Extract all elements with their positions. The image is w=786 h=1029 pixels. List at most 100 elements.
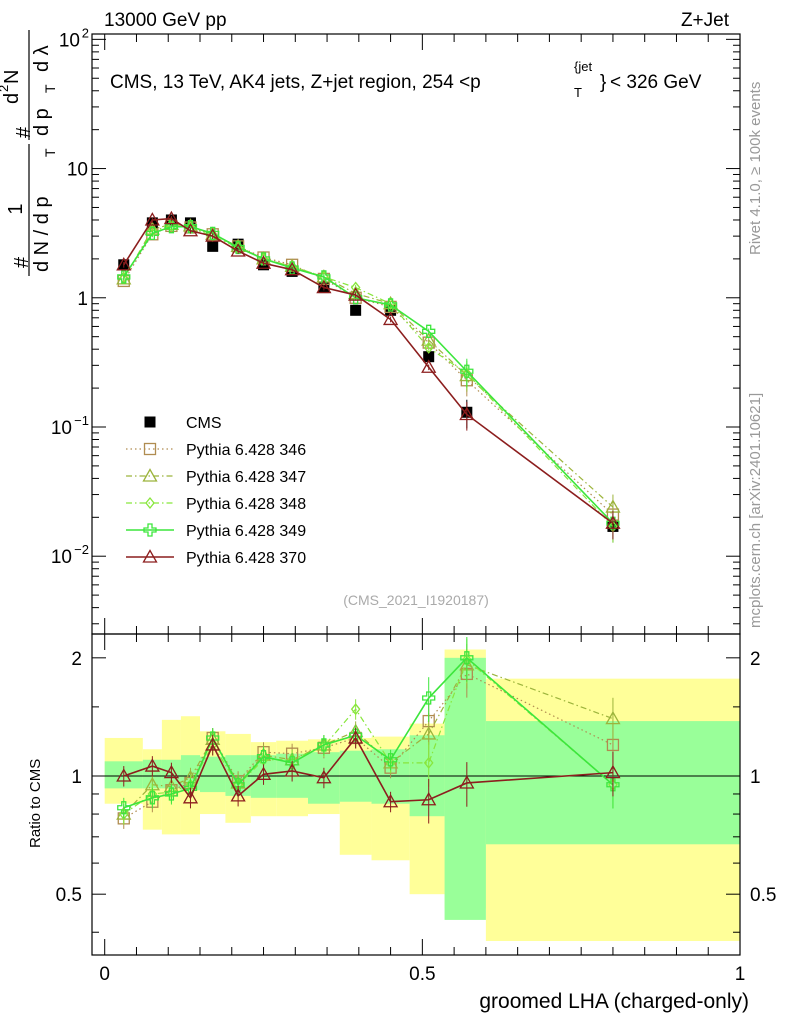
main-ylabel: # 1 d N / d p T # d 2 N d p T d λ xyxy=(0,30,58,276)
xtick-label: 0.5 xyxy=(409,964,435,985)
ytick-exponent: −1 xyxy=(74,413,89,428)
ratio-ytick-label: 2 xyxy=(71,649,82,670)
ratio-ytick-label-right: 1 xyxy=(750,767,761,788)
legend-marker-p370 xyxy=(142,549,158,563)
point-p370 xyxy=(205,228,221,242)
title-sup2: } xyxy=(600,72,606,93)
ratio-point-p349 xyxy=(383,753,398,767)
point-p370 xyxy=(348,287,364,301)
ylabel-hash1: # xyxy=(11,256,33,268)
ratio-point-p348 xyxy=(118,808,129,821)
ytick-label: 10 xyxy=(51,547,72,568)
ytick-exponent: 2 xyxy=(82,25,89,40)
ylabel-dN: d N / d p xyxy=(31,196,53,272)
ratio-point-p370 xyxy=(163,764,180,779)
ratio-point-p349 xyxy=(460,651,474,665)
ratio-point-p349 xyxy=(206,731,220,745)
side-mcplots-label: mcplots.cern.ch [arXiv:2401.10621] xyxy=(747,393,764,628)
ytick-label: 10 xyxy=(51,418,72,439)
ytick-label: 10 xyxy=(67,160,88,181)
point-p370 xyxy=(230,243,246,257)
ratio-point-p370 xyxy=(284,763,300,777)
point-p349 xyxy=(145,226,160,241)
ratio-point-p347 xyxy=(605,710,621,725)
legend-label-p348: Pythia 6.428 348 xyxy=(186,496,306,513)
series-line-p370 xyxy=(123,217,614,524)
legend-label-p349: Pythia 6.428 349 xyxy=(186,523,306,540)
xtick-label: 1 xyxy=(735,964,746,985)
side-rivet-label: Rivet 4.1.0, ≥ 100k events xyxy=(747,82,764,255)
legend-label-cms: CMS xyxy=(186,415,222,432)
legend-item-p348: Pythia 6.428 348 xyxy=(126,496,306,513)
point-p348 xyxy=(423,341,434,354)
ratio-point-p370 xyxy=(382,793,399,808)
point-p370 xyxy=(116,256,132,271)
series-cms xyxy=(118,214,619,543)
ratio-point-p348 xyxy=(350,703,361,716)
ytick-exponent: −2 xyxy=(74,542,89,557)
ratio-series-p370 xyxy=(116,728,621,824)
series-line-p349 xyxy=(123,225,614,524)
ratio-point-p370 xyxy=(605,764,621,779)
ratio-point-p349 xyxy=(117,801,131,815)
band-green xyxy=(444,657,486,920)
ratio-line-p349 xyxy=(123,656,614,809)
point-p370 xyxy=(605,515,621,529)
ratio-point-p349 xyxy=(422,691,436,705)
title-main: CMS, 13 TeV, AK4 jets, Z+jet region, 254… xyxy=(110,72,481,93)
ratio-point-p349 xyxy=(317,738,331,752)
header-left: 13000 GeV pp xyxy=(104,10,227,31)
ylabel-d2N-N: N xyxy=(1,70,23,84)
ratio-point-p370 xyxy=(348,730,364,744)
point-p349 xyxy=(164,220,179,234)
legend-marker-p347 xyxy=(142,468,158,482)
ratio-ytick-label-right: 0.5 xyxy=(750,885,776,906)
ylabel-dpt-sub: T xyxy=(42,84,58,93)
legend-item-p349: Pythia 6.428 349 xyxy=(126,523,306,540)
ylabel-dN-sub: T xyxy=(42,148,58,157)
ratio-ytick-label: 1 xyxy=(71,767,82,788)
point-cms xyxy=(385,304,397,316)
ratio-point-p370 xyxy=(205,737,221,751)
series-p348 xyxy=(118,219,618,543)
ratio-point-p348 xyxy=(423,756,434,769)
legend-item-cms: CMS xyxy=(144,415,222,432)
point-p370 xyxy=(459,406,475,421)
main-frame xyxy=(91,33,741,635)
legend-label-p347: Pythia 6.428 347 xyxy=(186,469,306,486)
point-p370 xyxy=(316,279,332,294)
ratio-point-p370 xyxy=(255,766,272,780)
series-line-p347 xyxy=(123,223,614,508)
legend-label-p370: Pythia 6.428 370 xyxy=(186,550,306,567)
ratio-point-p347 xyxy=(421,726,437,740)
ratio-point-p349 xyxy=(606,778,620,792)
ylabel-dlambda: d λ xyxy=(31,45,53,72)
point-p349 xyxy=(422,324,436,338)
point-p370 xyxy=(284,261,300,276)
title-end: < 326 GeV xyxy=(610,72,702,93)
legend-marker-p348 xyxy=(145,496,155,510)
ratio-point-p349 xyxy=(256,750,271,764)
point-p370 xyxy=(182,222,199,237)
ratio-ylabel: Ratio to CMS xyxy=(27,759,44,848)
ratio-ytick-label-right: 2 xyxy=(750,649,761,670)
point-p349 xyxy=(117,270,131,284)
legend-marker-p349 xyxy=(143,523,157,537)
ratio-point-p349 xyxy=(164,787,179,801)
series-p370 xyxy=(116,210,621,540)
ylabel-one: 1 xyxy=(5,203,27,214)
ratio-point-p349 xyxy=(145,791,160,805)
point-p349 xyxy=(256,252,271,266)
point-p349 xyxy=(383,298,398,312)
ratio-ytick-label: 0.5 xyxy=(56,885,82,906)
point-cms xyxy=(350,304,362,316)
ratio-frame xyxy=(91,633,741,956)
point-p348 xyxy=(385,297,396,310)
ratio-bands xyxy=(92,649,740,941)
main-plot-marks xyxy=(116,210,621,543)
point-cms xyxy=(423,351,435,363)
ylabel-d2N: d xyxy=(1,93,23,104)
point-p370 xyxy=(421,359,437,373)
